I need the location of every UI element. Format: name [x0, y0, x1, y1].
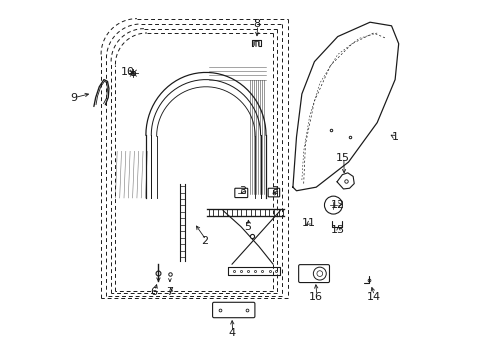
- Text: 3: 3: [239, 186, 245, 196]
- Text: 2: 2: [201, 236, 208, 246]
- Text: 5: 5: [244, 222, 251, 231]
- Text: 13: 13: [330, 225, 344, 235]
- Text: 1: 1: [391, 132, 398, 142]
- Text: 11: 11: [302, 218, 315, 228]
- Text: 3: 3: [271, 186, 278, 196]
- FancyBboxPatch shape: [212, 302, 254, 318]
- Text: 14: 14: [366, 292, 380, 302]
- Text: 9: 9: [70, 93, 78, 103]
- Text: 4: 4: [228, 328, 235, 338]
- FancyBboxPatch shape: [267, 188, 279, 197]
- Text: 10: 10: [121, 67, 135, 77]
- Text: 12: 12: [330, 200, 344, 210]
- Text: 16: 16: [308, 292, 323, 302]
- FancyBboxPatch shape: [234, 188, 247, 198]
- Text: 8: 8: [253, 19, 260, 29]
- FancyBboxPatch shape: [298, 265, 329, 283]
- Text: 7: 7: [166, 287, 173, 297]
- Text: 6: 6: [150, 287, 157, 297]
- Text: 15: 15: [335, 153, 349, 163]
